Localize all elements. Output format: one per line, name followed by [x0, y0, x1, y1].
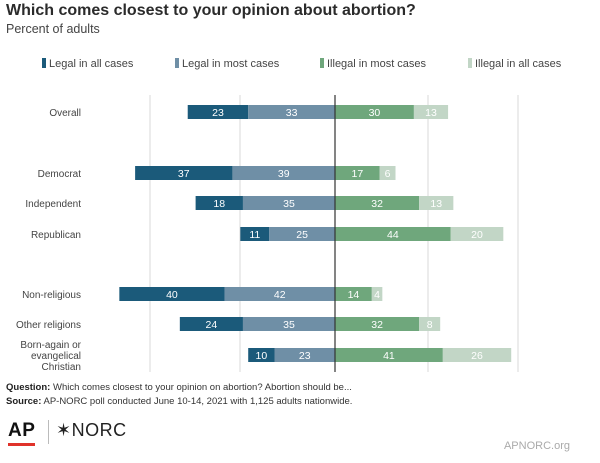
data-label-3-1: 6 — [385, 168, 391, 180]
legend-label-3: Illegal in all cases — [475, 58, 562, 70]
data-label-0-5: 24 — [206, 319, 218, 331]
website-link[interactable]: APNORC.org — [503, 440, 570, 452]
bar-3-6 — [442, 348, 512, 362]
bar-0-4 — [119, 287, 225, 301]
data-label-1-5: 35 — [283, 319, 295, 331]
bar-1-6 — [274, 348, 335, 362]
data-label-3-5: 8 — [427, 319, 433, 331]
data-label-0-6: 10 — [256, 350, 268, 362]
bar-1-0 — [248, 105, 335, 119]
data-label-3-3: 20 — [471, 229, 483, 241]
data-label-0-0: 23 — [212, 107, 224, 119]
legend-label-1: Legal in most cases — [182, 58, 280, 70]
bar-3-2 — [419, 196, 454, 210]
ap-logo-underline — [8, 443, 35, 446]
question-text: Which comes closest to your opinion on a… — [50, 382, 352, 393]
bar-0-3 — [240, 227, 270, 241]
data-label-0-4: 40 — [166, 289, 178, 301]
bar-0-5 — [179, 317, 243, 331]
chart-title: Which comes closest to your opinion abou… — [6, 2, 416, 19]
data-label-2-4: 14 — [348, 289, 360, 301]
logo-separator — [48, 420, 49, 444]
bar-2-1 — [335, 166, 380, 180]
category-label-6-1: evangelical — [31, 351, 81, 362]
bar-3-3 — [450, 227, 504, 241]
bar-1-2 — [242, 196, 335, 210]
source-note: Source: AP-NORC poll conducted June 10-1… — [6, 396, 352, 407]
category-label-4-0: Non-religious — [22, 290, 81, 301]
bar-1-4 — [224, 287, 335, 301]
data-label-2-5: 32 — [371, 319, 383, 331]
source-text: AP-NORC poll conducted June 10-14, 2021 … — [41, 396, 353, 407]
data-label-1-1: 39 — [278, 168, 290, 180]
question-label: Question: — [6, 382, 51, 393]
data-label-2-0: 30 — [369, 107, 381, 119]
category-label-2-0: Independent — [25, 199, 81, 210]
category-label-0-0: Overall — [49, 108, 81, 119]
data-label-2-6: 41 — [383, 350, 395, 362]
data-label-0-2: 18 — [213, 198, 225, 210]
bar-0-1 — [135, 166, 233, 180]
legend-label-2: Illegal in most cases — [327, 58, 427, 70]
bar-3-0 — [413, 105, 449, 119]
category-label-1-0: Democrat — [38, 169, 82, 180]
data-label-0-3: 11 — [249, 229, 260, 241]
data-label-1-3: 25 — [296, 229, 308, 241]
data-label-3-0: 13 — [425, 107, 437, 119]
data-label-1-6: 23 — [299, 350, 311, 362]
ap-logo: AP — [8, 420, 36, 441]
norc-logo: ✶NORC — [56, 420, 127, 440]
chart-area: Legal in all cases Legal in most cases Ill… — [16, 58, 562, 373]
bar-3-4 — [371, 287, 383, 301]
bar-3-1 — [379, 166, 396, 180]
data-label-3-6: 26 — [471, 350, 483, 362]
legend-swatch-2 — [320, 58, 324, 68]
bar-0-0 — [187, 105, 249, 119]
bar-2-5 — [335, 317, 420, 331]
bar-0-2 — [195, 196, 243, 210]
bar-2-6 — [335, 348, 443, 362]
chart-subtitle: Percent of adults — [6, 22, 100, 36]
bar-3-5 — [419, 317, 441, 331]
bar-2-3 — [335, 227, 451, 241]
legend-label-0: Legal in all cases — [49, 58, 134, 70]
category-label-3-0: Republican — [31, 230, 81, 241]
legend-swatch-3 — [468, 58, 472, 68]
bar-2-0 — [335, 105, 414, 119]
question-note: Question: Which comes closest to your op… — [6, 382, 352, 393]
data-label-2-3: 44 — [387, 229, 399, 241]
bar-0-6 — [248, 348, 275, 362]
bar-1-3 — [269, 227, 335, 241]
data-label-2-1: 17 — [352, 168, 364, 180]
category-label-6-0: Born-again or — [20, 340, 81, 351]
category-label-6-2: Christian — [42, 362, 81, 373]
legend-swatch-1 — [175, 58, 179, 68]
source-label: Source: — [6, 396, 42, 407]
data-label-0-1: 37 — [178, 168, 190, 180]
data-label-3-4: 4 — [374, 289, 380, 301]
legend-swatch-0 — [42, 58, 46, 68]
data-label-3-2: 13 — [430, 198, 442, 210]
bar-2-4 — [335, 287, 372, 301]
bar-1-5 — [242, 317, 335, 331]
bar-1-1 — [232, 166, 335, 180]
bar-2-2 — [335, 196, 420, 210]
data-label-1-0: 33 — [286, 107, 298, 119]
category-label-5-0: Other religions — [16, 320, 81, 331]
data-label-2-2: 32 — [371, 198, 383, 210]
data-label-1-4: 42 — [274, 289, 286, 301]
data-label-1-2: 35 — [283, 198, 295, 210]
